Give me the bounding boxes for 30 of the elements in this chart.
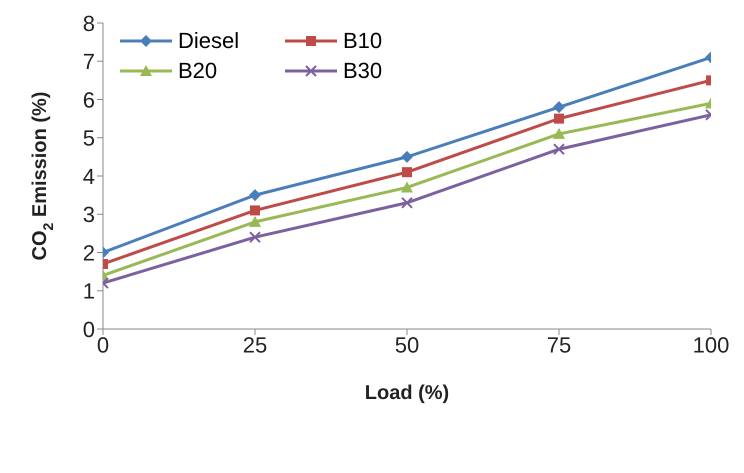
y-tick-label: 2 [82,240,95,266]
y-tick-label: 6 [82,87,95,112]
point [401,181,413,192]
legend-label: Diesel [178,28,240,54]
point [553,101,565,114]
point [402,167,412,178]
point [249,216,261,227]
x-tick-label: 25 [242,332,268,358]
point [249,189,261,202]
legend-label: B30 [343,58,382,84]
point [401,196,413,209]
legend-label: B20 [178,58,218,84]
x-axis-title: Load (%) [364,382,450,404]
x-tick-label: 50 [394,332,420,358]
point [553,128,565,139]
point [553,143,565,156]
y-tick-label: 7 [82,49,95,74]
y-tick-label: 4 [82,164,95,189]
point [554,114,564,124]
x-tick-label: 100 [692,332,730,358]
y-tick-label: 1 [82,278,95,304]
point [250,205,260,216]
y-tick-label: 8 [82,10,95,36]
y-tick-label: 0 [82,316,95,342]
x-tick-label: 75 [546,332,572,358]
point [249,231,261,244]
y-tick-label: 5 [82,126,95,151]
point [401,150,413,163]
legend-label: B10 [343,28,382,54]
y-tick-label: 3 [82,202,95,228]
